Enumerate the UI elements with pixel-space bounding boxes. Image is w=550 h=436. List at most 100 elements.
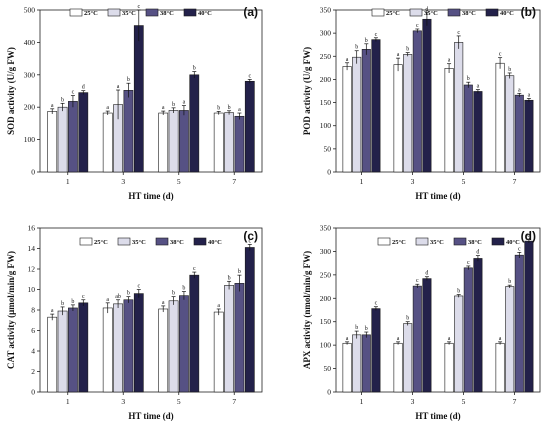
significance-letter: c <box>82 294 85 300</box>
legend-label: 35°C <box>122 10 136 17</box>
significance-letter: ab <box>115 294 121 300</box>
significance-letter: d <box>527 233 530 239</box>
x-tick-label: 1 <box>66 397 70 406</box>
legend-label: 35°C <box>430 239 444 246</box>
bar <box>444 68 454 173</box>
bar <box>463 267 473 393</box>
x-tick-label: 5 <box>177 177 181 186</box>
x-tick-label: 7 <box>232 177 236 186</box>
significance-letter: b <box>508 279 511 285</box>
x-tick-label: 7 <box>232 397 236 406</box>
significance-letter: c <box>137 4 140 10</box>
y-tick-label: 100 <box>320 121 332 130</box>
bar <box>524 240 534 393</box>
significance-letter: b <box>193 66 196 72</box>
y-tick-label: 8 <box>31 306 35 315</box>
significance-letter: b <box>217 105 220 111</box>
significance-letter: a <box>238 107 241 113</box>
significance-letter: a <box>117 84 120 90</box>
y-tick-label: 250 <box>320 270 332 279</box>
bar <box>412 285 422 393</box>
significance-letter: c <box>467 260 470 266</box>
bar <box>224 285 234 393</box>
x-tick-label: 1 <box>360 397 364 406</box>
bar <box>78 92 89 173</box>
bar <box>224 112 234 173</box>
bar <box>473 258 483 393</box>
panel-label: (c) <box>243 229 258 243</box>
x-axis-title: HT time (d) <box>128 411 173 421</box>
y-tick-label: 200 <box>24 103 36 112</box>
bar <box>514 94 524 173</box>
legend: 25°C 35°C 38°C 40°C <box>371 8 514 17</box>
bar <box>113 303 123 393</box>
x-tick-label: 1 <box>66 177 70 186</box>
legend-label: 25°C <box>84 10 98 17</box>
bar <box>68 101 78 173</box>
y-tick-label: 200 <box>320 75 332 84</box>
legend-label: 25°C <box>392 239 406 246</box>
y-tick-label: 300 <box>24 70 36 79</box>
significance-letter: c <box>375 301 378 307</box>
bar <box>68 307 78 393</box>
y-tick-label: 6 <box>31 326 35 335</box>
y-tick-label: 0 <box>327 168 331 177</box>
y-tick-label: 12 <box>28 265 36 274</box>
significance-letter: a <box>528 92 531 98</box>
bar <box>422 18 432 173</box>
x-tick-label: 5 <box>462 397 466 406</box>
bar <box>168 300 179 393</box>
bar <box>123 299 134 393</box>
y-tick-label: 400 <box>24 38 36 47</box>
significance-letter: b <box>127 291 130 297</box>
significance-letter: b <box>508 67 511 73</box>
legend-swatch <box>409 8 423 17</box>
bar <box>244 247 255 393</box>
significance-letter: c <box>248 238 251 244</box>
significance-letter: b <box>182 286 185 292</box>
y-axis-title: SOD activity (U/g FW) <box>6 47 16 135</box>
chart-panel: 0 100 200 300 400 500 1 a b c d 3 a a b c 5 a b a b 7 b b a c SOD … <box>6 4 263 201</box>
panel-label: (a) <box>243 5 258 19</box>
y-tick-label: 100 <box>320 341 332 350</box>
legend-swatch <box>485 8 499 17</box>
significance-letter: a <box>346 336 349 342</box>
significance-letter: b <box>355 325 358 331</box>
y-tick-label: 0 <box>327 388 331 397</box>
significance-letter: a <box>499 336 502 342</box>
panel-label: (b) <box>521 5 536 19</box>
bar <box>102 112 113 173</box>
legend-label: 40°C <box>500 10 514 17</box>
significance-letter: b <box>355 45 358 51</box>
bar <box>473 91 483 173</box>
significance-letter: b <box>61 301 64 307</box>
bar <box>454 42 464 173</box>
legend-swatch <box>371 8 385 17</box>
significance-letter: d <box>425 271 428 277</box>
x-tick-label: 1 <box>360 177 364 186</box>
bar <box>524 99 534 173</box>
y-tick-label: 0 <box>31 168 35 177</box>
bar <box>57 106 68 173</box>
significance-letter: d <box>82 85 85 91</box>
bar <box>412 30 422 173</box>
y-tick-label: 300 <box>320 247 332 256</box>
bar <box>47 111 58 173</box>
bar <box>371 39 381 173</box>
bar <box>495 342 505 393</box>
bar <box>393 64 403 173</box>
legend-label: 40°C <box>506 239 520 246</box>
bar <box>342 66 352 173</box>
bar <box>352 334 362 393</box>
y-axis-title: CAT activity (μmol/min/g FW) <box>6 251 16 369</box>
legend-swatch <box>491 237 505 246</box>
x-axis-title: HT time (d) <box>415 411 460 421</box>
bar <box>403 323 413 393</box>
legend-swatch <box>107 8 121 17</box>
significance-letter: b <box>406 47 409 53</box>
significance-letter: a <box>518 87 521 93</box>
x-tick-label: 7 <box>513 397 517 406</box>
significance-letter: b <box>457 289 460 295</box>
panel-label: (d) <box>521 229 536 243</box>
